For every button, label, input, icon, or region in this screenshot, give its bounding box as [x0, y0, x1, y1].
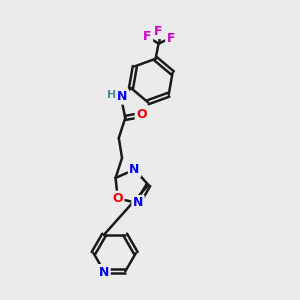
Text: N: N	[133, 196, 143, 209]
Text: F: F	[167, 32, 175, 45]
Text: F: F	[143, 31, 152, 44]
Text: N: N	[129, 163, 140, 176]
Text: O: O	[136, 109, 147, 122]
Text: O: O	[112, 192, 123, 205]
Text: N: N	[117, 90, 128, 103]
Text: H: H	[107, 90, 116, 100]
Text: N: N	[99, 266, 109, 278]
Text: F: F	[154, 25, 163, 38]
